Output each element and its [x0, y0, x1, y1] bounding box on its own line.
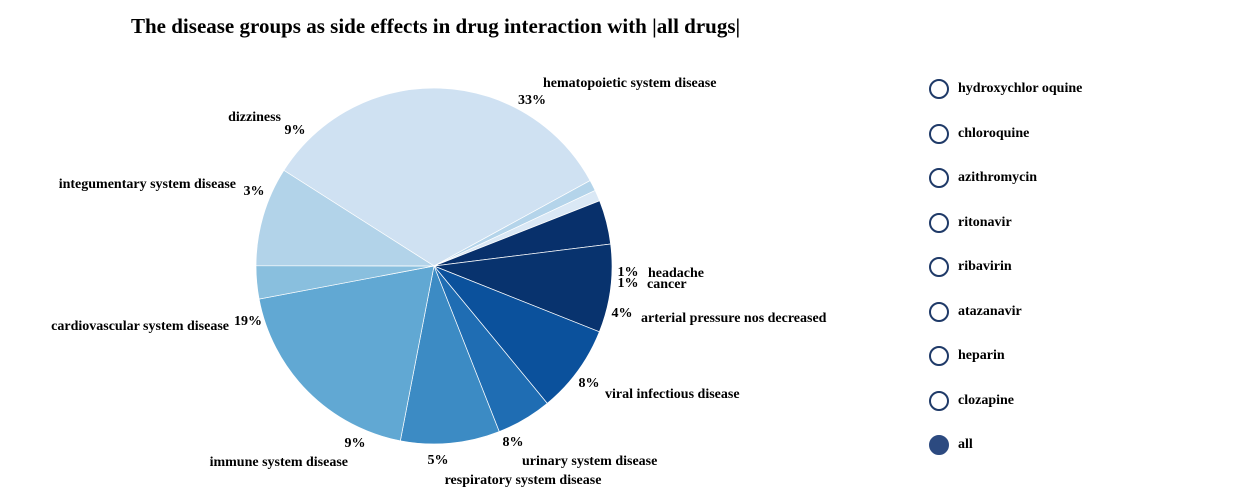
drug-option[interactable]: atazanavir: [929, 299, 1189, 325]
slice-percent-label: 9%: [285, 123, 306, 138]
pie-slice[interactable]: [258, 265, 435, 442]
slice-category-label: cardiovascular system disease: [51, 319, 229, 334]
pie-slice[interactable]: [433, 265, 600, 404]
slice-category-label: dizziness: [228, 110, 281, 125]
radio-unselected-icon[interactable]: [929, 257, 949, 277]
drug-option-label: heparin: [958, 348, 1005, 363]
drug-option-label: chloroquine: [958, 125, 1030, 141]
drug-option[interactable]: clozapine: [929, 388, 1189, 414]
drug-option[interactable]: all: [929, 432, 1189, 458]
slice-percent-label: 33%: [518, 93, 546, 108]
drug-option[interactable]: azithromycin: [929, 165, 1189, 191]
slice-percent-label: 5%: [428, 453, 449, 468]
slice-percent-label: 4%: [612, 306, 633, 321]
pie-slice[interactable]: [283, 87, 591, 267]
drug-option[interactable]: chloroquine: [929, 121, 1189, 147]
chart-title: The disease groups as side effects in dr…: [131, 14, 741, 38]
slice-category-label: arterial pressure nos decreased: [641, 311, 827, 326]
drug-option-label: clozapine: [958, 392, 1014, 408]
drug-option-label: azithromycin: [958, 170, 1038, 185]
drug-option-label: ritonavir: [958, 214, 1012, 230]
slice-category-label: headache: [648, 266, 704, 281]
slice-category-label: integumentary system disease: [59, 177, 236, 192]
slice-category-label: hematopoietic system disease: [543, 76, 716, 91]
drug-option[interactable]: ribavirin: [929, 254, 1189, 280]
slice-percent-label: 8%: [503, 435, 524, 450]
drug-option[interactable]: ritonavir: [929, 210, 1189, 236]
radio-unselected-icon[interactable]: [929, 212, 949, 233]
radio-unselected-icon[interactable]: [929, 301, 949, 322]
radio-selected-icon[interactable]: [929, 435, 949, 455]
slice-percent-label: 3%: [244, 184, 265, 199]
slice-percent-label: 19%: [234, 314, 262, 329]
drug-option-label: ribavirin: [958, 259, 1012, 274]
radio-unselected-icon[interactable]: [929, 346, 949, 366]
radio-unselected-icon[interactable]: [929, 390, 949, 411]
drug-option-label: hydroxychlor oquine: [958, 81, 1083, 96]
slice-category-label: urinary system disease: [522, 454, 657, 469]
slice-percent-label: 9%: [345, 436, 366, 451]
pie-slice[interactable]: [433, 243, 613, 333]
slice-category-label: cancer: [647, 277, 687, 292]
slice-percent-label: 1%: [618, 265, 639, 280]
slice-percent-label: 8%: [579, 376, 600, 391]
drug-option-label: all: [958, 437, 973, 452]
slice-category-label: respiratory system disease: [445, 473, 602, 488]
slice-category-label: immune system disease: [210, 455, 348, 470]
drug-option[interactable]: heparin: [929, 343, 1189, 369]
pie-slice[interactable]: [399, 264, 500, 445]
radio-unselected-icon[interactable]: [929, 123, 949, 144]
drug-option[interactable]: hydroxychlor oquine: [929, 76, 1189, 102]
slice-category-label: viral infectious disease: [605, 387, 740, 402]
pie-chart: hematopoietic system disease 33% headache 1…: [51, 76, 827, 488]
radio-unselected-icon[interactable]: [929, 168, 949, 188]
drug-option-label: atazanavir: [958, 303, 1022, 319]
radio-unselected-icon[interactable]: [929, 79, 949, 99]
pie-slice[interactable]: [255, 169, 436, 267]
slice-percent-label: 1%: [618, 276, 639, 291]
